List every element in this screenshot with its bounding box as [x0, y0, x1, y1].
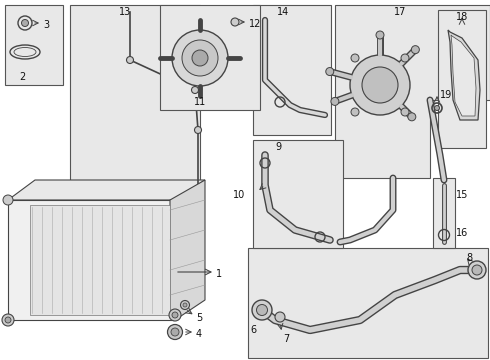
Circle shape — [22, 19, 28, 27]
Circle shape — [231, 18, 239, 26]
Circle shape — [171, 328, 179, 336]
Text: 16: 16 — [456, 228, 468, 238]
Text: 3: 3 — [43, 20, 49, 30]
Text: 9: 9 — [275, 142, 281, 152]
Text: 7: 7 — [283, 334, 289, 344]
Circle shape — [408, 113, 416, 121]
Circle shape — [2, 314, 14, 326]
Circle shape — [168, 324, 182, 339]
Circle shape — [180, 301, 190, 310]
Polygon shape — [335, 5, 490, 178]
Circle shape — [3, 195, 13, 205]
Circle shape — [275, 312, 285, 322]
Circle shape — [169, 309, 181, 321]
Text: 6: 6 — [250, 325, 256, 335]
Text: 17: 17 — [394, 7, 406, 17]
Bar — [70, 5, 200, 200]
Bar — [433, 178, 455, 248]
Circle shape — [401, 54, 409, 62]
Circle shape — [412, 46, 419, 54]
Polygon shape — [448, 30, 480, 120]
Circle shape — [326, 68, 334, 76]
Circle shape — [362, 67, 398, 103]
Circle shape — [351, 108, 359, 116]
Circle shape — [435, 105, 440, 111]
Text: 13: 13 — [119, 7, 131, 17]
Text: 2: 2 — [19, 72, 25, 82]
Text: 19: 19 — [440, 90, 452, 100]
Text: 15: 15 — [456, 190, 468, 200]
Circle shape — [351, 54, 359, 62]
Bar — [5, 5, 63, 85]
Circle shape — [192, 50, 208, 66]
Text: 18: 18 — [456, 12, 468, 22]
Polygon shape — [8, 180, 205, 200]
Bar — [438, 10, 486, 148]
Bar — [253, 5, 331, 135]
Bar — [248, 248, 488, 358]
Polygon shape — [170, 180, 205, 320]
Bar — [160, 5, 260, 110]
Circle shape — [172, 312, 178, 318]
Text: 11: 11 — [194, 97, 206, 107]
Polygon shape — [30, 205, 170, 315]
Text: 10: 10 — [233, 190, 245, 200]
Circle shape — [256, 305, 268, 315]
Polygon shape — [451, 35, 476, 116]
Text: 5: 5 — [196, 313, 202, 323]
Text: 14: 14 — [277, 7, 289, 17]
Text: 1: 1 — [216, 269, 222, 279]
Circle shape — [126, 57, 133, 63]
Circle shape — [192, 86, 198, 94]
Circle shape — [331, 98, 339, 105]
Circle shape — [376, 31, 384, 39]
Text: 12: 12 — [249, 19, 261, 29]
Polygon shape — [8, 200, 175, 320]
Bar — [253, 140, 343, 248]
Circle shape — [183, 303, 187, 307]
Circle shape — [172, 30, 228, 86]
Circle shape — [195, 126, 201, 134]
Text: 8: 8 — [466, 253, 472, 263]
Circle shape — [252, 300, 272, 320]
Circle shape — [401, 108, 409, 116]
Text: 4: 4 — [196, 329, 202, 339]
Circle shape — [182, 40, 218, 76]
Circle shape — [5, 317, 11, 323]
Circle shape — [468, 261, 486, 279]
Circle shape — [472, 265, 482, 275]
Circle shape — [350, 55, 410, 115]
